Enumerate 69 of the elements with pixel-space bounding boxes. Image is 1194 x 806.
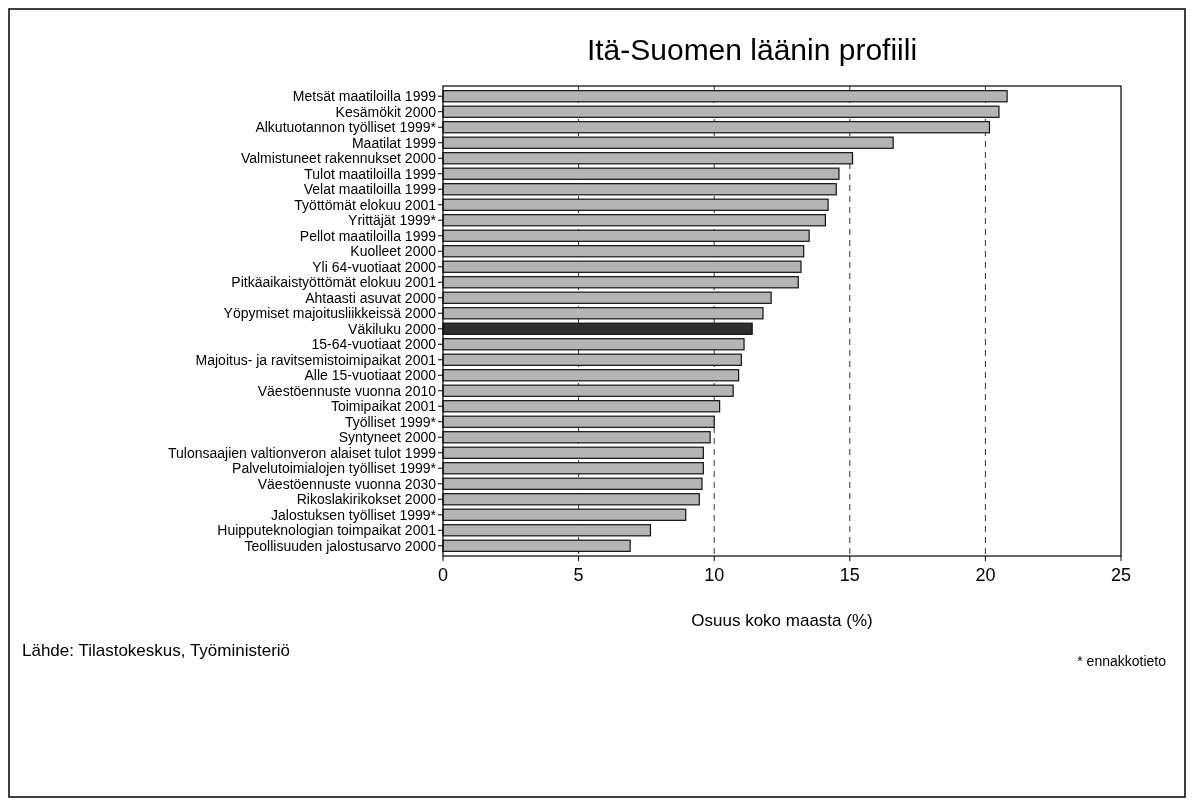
bar (442, 105, 1000, 118)
y-tick-label: Velat maatiloilla 1999 (303, 181, 437, 198)
bar (442, 477, 703, 490)
y-tick-label: Huipputeknologian toimpaikat 2001 (217, 522, 437, 539)
bar (442, 245, 805, 258)
bar (442, 214, 826, 227)
bar (442, 90, 1008, 103)
x-tick-label: 0 (437, 565, 449, 585)
y-tick-label: Työttömät elokuu 2001 (294, 196, 437, 213)
bar (442, 136, 894, 149)
y-tick-label: Palvelutoimialojen työlliset 1999* (232, 460, 437, 477)
chart-title: Itä-Suomen läänin profiili (586, 33, 918, 66)
bar (442, 307, 764, 320)
bar (442, 493, 700, 506)
bar (442, 229, 810, 242)
y-tick-label: Väkiluku 2000 (348, 320, 437, 337)
y-tick-label: Väestöennuste vuonna 2010 (257, 382, 437, 399)
bar (442, 384, 734, 397)
x-tick-label: 5 (573, 565, 584, 585)
y-tick-label: Pellot maatiloilla 1999 (299, 227, 437, 244)
y-tick-label: Ahtaasti asuvat 2000 (305, 289, 437, 306)
bar (442, 508, 687, 521)
y-tick-label: 15-64-vuotiaat 2000 (311, 336, 437, 353)
bar (442, 415, 715, 428)
text: Lähde: Tilastokeskus, Työministeriö (22, 641, 291, 660)
bar (442, 353, 742, 366)
y-tick-label: Tulot maatiloilla 1999 (304, 165, 437, 182)
y-tick-label: Teollisuuden jalostusarvo 2000 (244, 537, 437, 554)
bar (442, 198, 829, 211)
bar (442, 167, 840, 180)
y-tick-label: Yöpymiset majoitusliikkeissä 2000 (223, 305, 437, 322)
y-tick-label: Pitkäaikaistyöttömät elokuu 2001 (231, 274, 437, 291)
y-tick-label: Toimipaikat 2001 (330, 398, 437, 415)
x-tick-label: 25 (1110, 565, 1132, 585)
y-tick-label: Työlliset 1999* (344, 413, 437, 430)
y-tick-label: Metsät maatiloilla 1999 (292, 88, 437, 105)
y-tick-label: Jalostuksen työlliset 1999* (271, 506, 437, 523)
bar (442, 431, 711, 444)
bar (442, 462, 704, 475)
bar (442, 152, 854, 165)
x-tick-label: 15 (839, 565, 860, 585)
bar (442, 338, 745, 351)
bar (442, 260, 802, 273)
y-tick-label: Kesämökit 2000 (335, 103, 437, 120)
y-tick-label: Yrittäjät 1999* (348, 212, 437, 229)
y-tick-label: Yli 64-vuotiaat 2000 (312, 258, 437, 275)
y-tick-label: Syntyneet 2000 (338, 429, 437, 446)
y-tick-label: Tulonsaajien valtionveron alaiset tulot 1999 (168, 444, 437, 461)
x-tick-label: 10 (704, 565, 725, 585)
text: * ennakkotieto (1077, 653, 1167, 669)
bar (442, 183, 837, 196)
y-tick-label: Kuolleet 2000 (350, 243, 437, 260)
bar (442, 369, 740, 382)
y-tick-label: Maatilat 1999 (351, 134, 437, 151)
x-tick-label: 20 (975, 565, 996, 585)
bar (442, 276, 799, 289)
bar (442, 539, 631, 552)
bar (442, 446, 704, 459)
y-tick-label: Alkutuotannon työlliset 1999* (255, 119, 437, 136)
y-tick-label: Majoitus- ja ravitsemistoimipaikat 2001 (195, 351, 437, 368)
bar (442, 400, 721, 413)
y-tick-label: Alle 15-vuotiaat 2000 (304, 367, 437, 384)
x-axis-title: Osuus koko maasta (%) (691, 611, 873, 630)
y-tick-label: Valmistuneet rakennukset 2000 (240, 150, 437, 167)
bar (442, 524, 652, 537)
bar (442, 291, 772, 304)
y-tick-label: Rikoslakirikokset 2000 (296, 491, 437, 508)
bar (442, 121, 991, 134)
y-tick-label: Väestöennuste vuonna 2030 (257, 475, 437, 492)
